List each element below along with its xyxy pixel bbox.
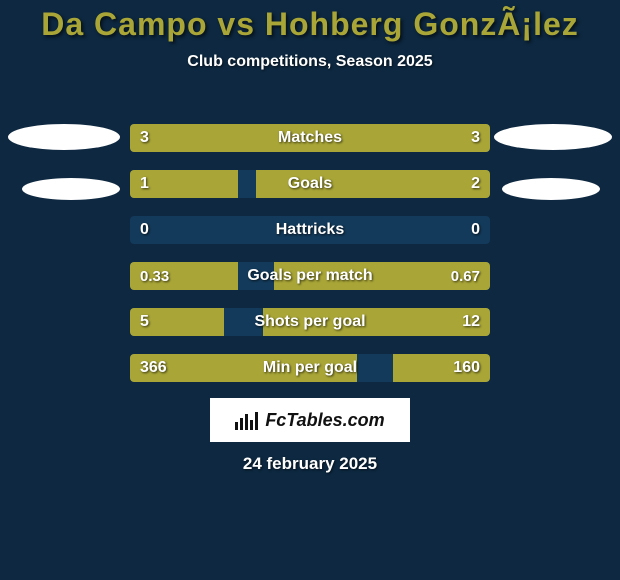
bar-right — [310, 124, 490, 152]
page-title: Da Campo vs Hohberg GonzÃ¡lez — [0, 0, 620, 43]
stat-value-right: 0 — [471, 216, 480, 244]
bar-chart-icon — [235, 410, 259, 430]
bar-left — [130, 354, 357, 382]
bar-right — [263, 308, 490, 336]
comparison-infographic: Da Campo vs Hohberg GonzÃ¡lez Club compe… — [0, 0, 620, 580]
bar-left — [130, 170, 238, 198]
stat-value-left: 0 — [140, 216, 149, 244]
date-label: 24 february 2025 — [0, 454, 620, 474]
bar-left — [130, 308, 224, 336]
player-right-ellipse-1 — [494, 124, 612, 150]
player-left-ellipse-2 — [22, 178, 120, 200]
stat-rows: Matches33 Goals12 Hattricks0 0 Goals per mat… — [130, 124, 490, 400]
bar-left — [130, 262, 238, 290]
stat-row: Matches33 — [130, 124, 490, 152]
bar-right — [256, 170, 490, 198]
stat-label: Hattricks — [130, 216, 490, 244]
stat-row: Shots per goal512 — [130, 308, 490, 336]
player-right-ellipse-2 — [502, 178, 600, 200]
fctables-logo: FcTables.com — [210, 398, 410, 442]
bar-right — [393, 354, 490, 382]
bar-left — [130, 124, 310, 152]
logo-text: FcTables.com — [265, 410, 384, 431]
stat-row: Goals12 — [130, 170, 490, 198]
player-left-ellipse-1 — [8, 124, 120, 150]
page-subtitle: Club competitions, Season 2025 — [0, 53, 620, 71]
stat-row: Hattricks0 0 — [130, 216, 490, 244]
stat-row: Goals per match0.330.67 — [130, 262, 490, 290]
bar-right — [274, 262, 490, 290]
stat-row: Min per goal366160 — [130, 354, 490, 382]
